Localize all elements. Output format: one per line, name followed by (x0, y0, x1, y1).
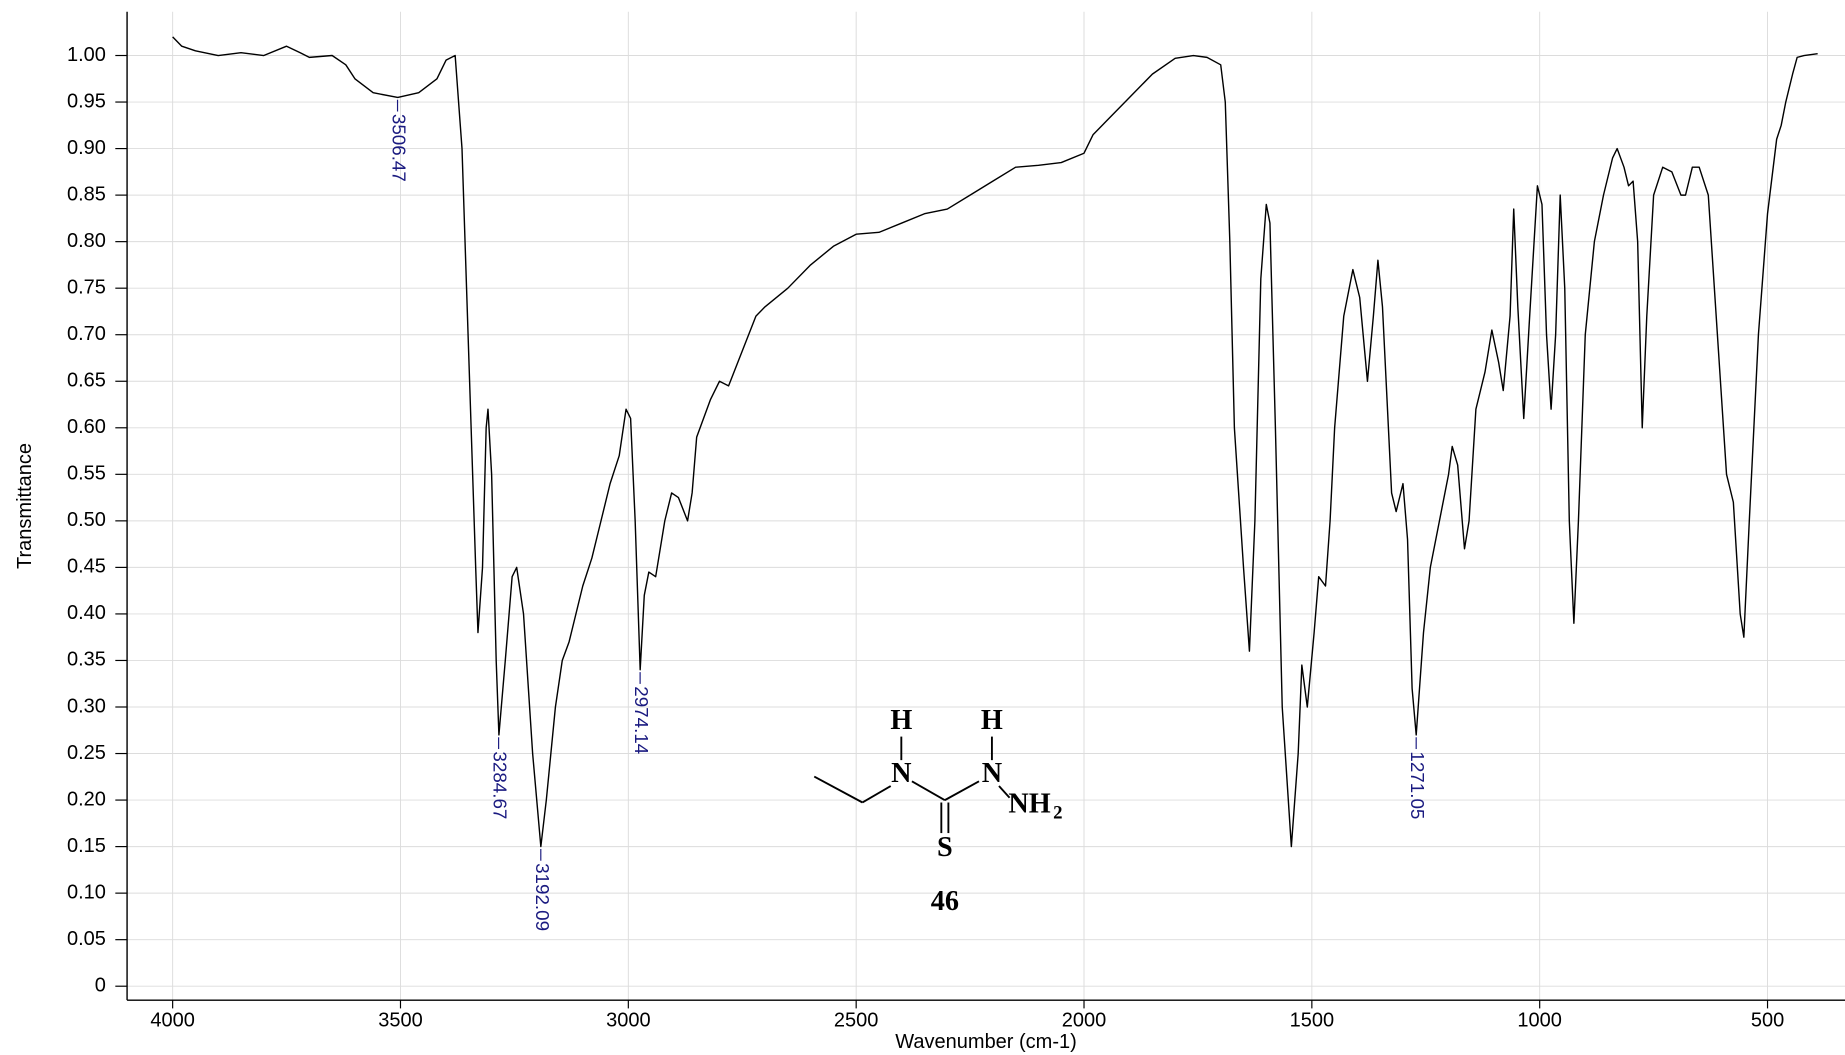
bond (813, 775, 863, 804)
y-tick-label: 1.00 (67, 44, 106, 66)
atom-label: S (937, 832, 953, 863)
x-tick-label: 2000 (1062, 1010, 1106, 1032)
y-tick-label: 0.35 (67, 649, 106, 671)
y-tick-label: 0.90 (67, 137, 106, 159)
y-tick-label: 0.60 (67, 416, 106, 438)
atom-label: N (891, 758, 911, 789)
y-tick-label: 0.50 (67, 509, 106, 531)
x-tick-label: 4000 (150, 1010, 194, 1032)
bond (998, 785, 1011, 799)
structure: H N H N NH 2 S 46 (813, 705, 1063, 917)
atom-label: H (890, 705, 912, 736)
x-tick-label: 2500 (834, 1010, 878, 1032)
x-axis-label: Wavenumber (cm-1) (895, 1031, 1077, 1053)
y-tick-label: 0.45 (67, 556, 106, 578)
annotation-label: 1271.05 (1407, 751, 1428, 819)
x-tick-label: 1500 (1290, 1010, 1334, 1032)
y-tick-label: 0.40 (67, 602, 106, 624)
atom-label: H (981, 705, 1003, 736)
annotation-label: 3506.47 (389, 114, 410, 182)
y-tick-label: 0.30 (67, 695, 106, 717)
y-axis-label: Transmittance (14, 443, 36, 569)
annotation-label: 3284.67 (490, 751, 511, 819)
y-tick-label: 0.80 (67, 230, 106, 252)
y-tick-label: 0.75 (67, 276, 106, 298)
y-tick-label: 0 (95, 974, 106, 996)
spectrum-line (172, 36, 1818, 848)
x-tick-label: 3500 (378, 1010, 422, 1032)
bond (911, 780, 946, 801)
subscript: 2 (1053, 803, 1062, 824)
grid (127, 11, 1845, 1001)
y-tick-label: 0.85 (67, 183, 106, 205)
y-tick-label: 0.20 (67, 788, 106, 810)
annotation-label: 2974.14 (631, 686, 652, 754)
y-tick-label: 0.15 (67, 835, 106, 857)
y-tick-label: 0.05 (67, 928, 106, 950)
y-tick-label: 0.55 (67, 463, 106, 485)
atom-label: N (982, 758, 1002, 789)
y-tick-label: 0.10 (67, 881, 106, 903)
x-tick-label: 1000 (1517, 1010, 1561, 1032)
y-tick-label: 0.25 (67, 742, 106, 764)
x-tick-label: 500 (1751, 1010, 1784, 1032)
y-tick-label: 0.95 (67, 90, 106, 112)
compound-number: 46 (931, 886, 959, 917)
y-tick-label: 0.65 (67, 370, 106, 392)
bond (944, 780, 980, 801)
atom-label: NH (1008, 789, 1050, 820)
y-tick-label: 0.70 (67, 323, 106, 345)
annotation-label: 3192.09 (532, 863, 553, 931)
bond (862, 785, 892, 804)
x-tick-label: 3000 (606, 1010, 650, 1032)
